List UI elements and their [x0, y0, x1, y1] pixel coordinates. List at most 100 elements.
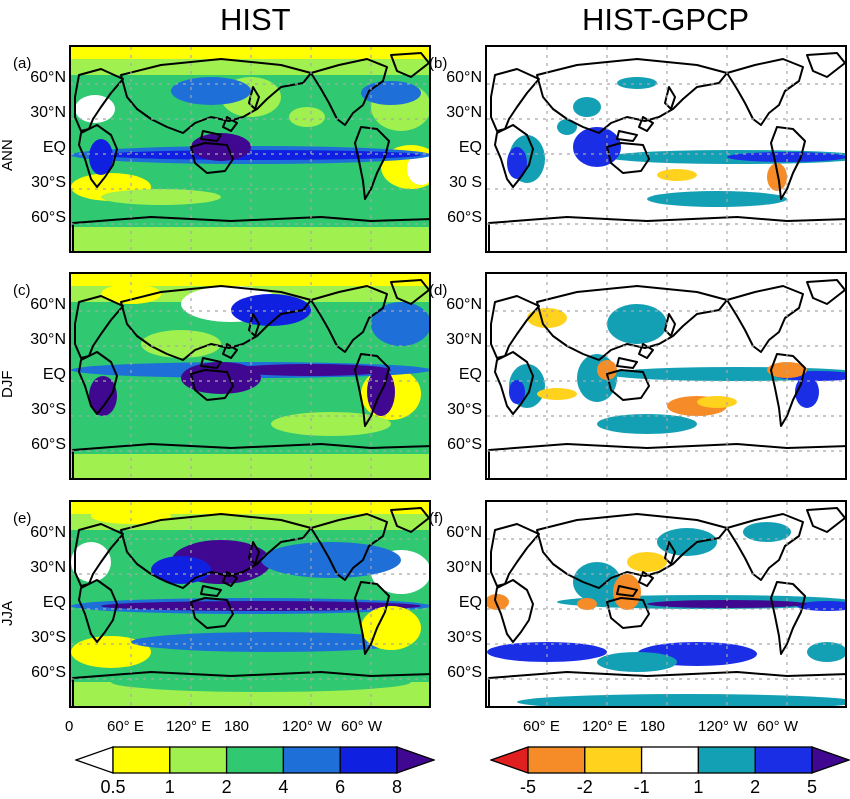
coastline-5	[354, 126, 390, 200]
coastline-6	[806, 52, 845, 78]
diff-colorbar-label: -2	[576, 777, 593, 797]
diff-colorbar-label: -5	[519, 777, 536, 797]
coastline-1	[78, 124, 118, 188]
lat-tick-label: 30°N	[446, 559, 482, 576]
row-label: JJA	[0, 600, 16, 626]
coastline-7	[72, 671, 429, 706]
diff-contour-3	[509, 380, 525, 404]
coastline-7	[72, 216, 429, 251]
hist-contour-2	[71, 542, 111, 582]
hist-contour-9	[361, 606, 421, 650]
lat-tick-label: 30°N	[446, 331, 482, 348]
coastline-1	[494, 579, 534, 643]
hist-colorbar-bin-2	[169, 746, 228, 774]
coastline-3	[190, 369, 234, 401]
diff-colorbar-bin-1	[527, 746, 586, 774]
coastline-0	[490, 68, 540, 132]
coastline-6	[806, 279, 845, 305]
lat-tick-label: 30°N	[446, 104, 482, 121]
lon-tick-label: 120° E	[582, 718, 628, 735]
diff-colorbar-label: 1	[693, 777, 704, 797]
diff-colorbar-bin-4	[697, 746, 756, 774]
coastline-5	[354, 353, 390, 427]
hist-contour-8	[191, 133, 251, 161]
lat-tick-label: 60°S	[447, 209, 482, 226]
map-panel-0	[69, 45, 431, 253]
hist-contour-7	[89, 376, 117, 416]
lat-tick-label: EQ	[458, 594, 482, 611]
hist-colorbar-high-extend	[396, 746, 435, 774]
lat-tick-label: 30°N	[30, 104, 66, 121]
diff-contour-5	[577, 598, 597, 610]
coastline-9	[638, 343, 654, 359]
left-column-title: HIST	[220, 2, 291, 37]
diff-colorbar-label: 2	[750, 777, 761, 797]
lat-tick-label: 30°S	[31, 174, 66, 191]
coastline-7	[488, 216, 845, 251]
lon-tick-label: 120° W	[282, 718, 332, 735]
diff-contour-9	[597, 652, 677, 672]
lat-tick-label: 30°S	[447, 401, 482, 418]
hist-contour-7	[131, 632, 411, 652]
hist-colorbar-label: 8	[391, 777, 402, 797]
coastline-5	[354, 581, 390, 655]
lat-tick-label: 30°N	[30, 559, 66, 576]
map-panel-2	[69, 272, 431, 480]
lat-tick-label: 60°S	[31, 664, 66, 681]
panel-label: (b)	[429, 55, 448, 72]
diff-colorbar-label: 5	[806, 777, 817, 797]
lat-tick-label: 60°S	[447, 436, 482, 453]
diff-contour-7	[487, 642, 607, 662]
lat-tick-label: EQ	[42, 594, 66, 611]
coastline-8	[200, 585, 222, 597]
diff-colorbar	[490, 746, 850, 774]
diff-contour-6	[487, 594, 509, 610]
lat-tick-label: 30°S	[31, 401, 66, 418]
coastline-1	[78, 351, 118, 415]
coastline-1	[494, 351, 534, 415]
row-label: ANN	[0, 139, 16, 171]
coastline-5	[770, 353, 806, 427]
lat-tick-label: 60°S	[31, 209, 66, 226]
hist-colorbar-label: 0.5	[100, 777, 126, 797]
hist-contour-4	[151, 556, 211, 584]
panel-label: (e)	[13, 510, 32, 527]
coastline-8	[200, 357, 222, 369]
hist-colorbar-low-extend	[75, 746, 114, 774]
lat-tick-label: 60°N	[446, 69, 482, 86]
diff-colorbar-label: -1	[633, 777, 650, 797]
diff-contour-2	[647, 600, 807, 608]
diff-contour-11	[657, 528, 717, 556]
diff-contour-12	[743, 522, 791, 542]
coastline-0	[490, 523, 540, 587]
diff-colorbar-bin-3	[640, 746, 700, 774]
diff-contour-5	[573, 97, 601, 117]
lat-tick-label: EQ	[42, 366, 66, 383]
lon-tick-label: 60° W	[757, 718, 799, 735]
coastline-7	[488, 443, 845, 478]
lat-tick-label: EQ	[42, 139, 66, 156]
contour-arctic-dry	[71, 47, 429, 59]
hist-contour-4	[407, 153, 429, 185]
coastline-9	[222, 343, 238, 359]
lat-tick-label: 30 S	[449, 174, 482, 191]
coastline-10	[248, 86, 260, 110]
coastline-6	[390, 52, 429, 78]
coastline-3	[190, 142, 234, 174]
hist-contour-9	[101, 284, 161, 304]
contour-arctic-dry	[71, 274, 429, 286]
coastline-4	[726, 285, 804, 353]
coastline-10	[664, 313, 676, 337]
diff-contour-6	[537, 388, 577, 400]
hist-colorbar-label: 4	[278, 777, 289, 797]
lat-tick-label: 60°S	[447, 664, 482, 681]
diff-contour-14	[807, 642, 845, 662]
hist-contour-10	[171, 77, 251, 105]
lon-tick-label: 0	[65, 718, 74, 735]
map-panel-3	[485, 272, 847, 480]
coastline-5	[770, 581, 806, 655]
coastline-8	[616, 357, 638, 369]
coastline-1	[78, 579, 118, 643]
lat-tick-label: 60°N	[446, 524, 482, 541]
coastline-7	[72, 443, 429, 478]
